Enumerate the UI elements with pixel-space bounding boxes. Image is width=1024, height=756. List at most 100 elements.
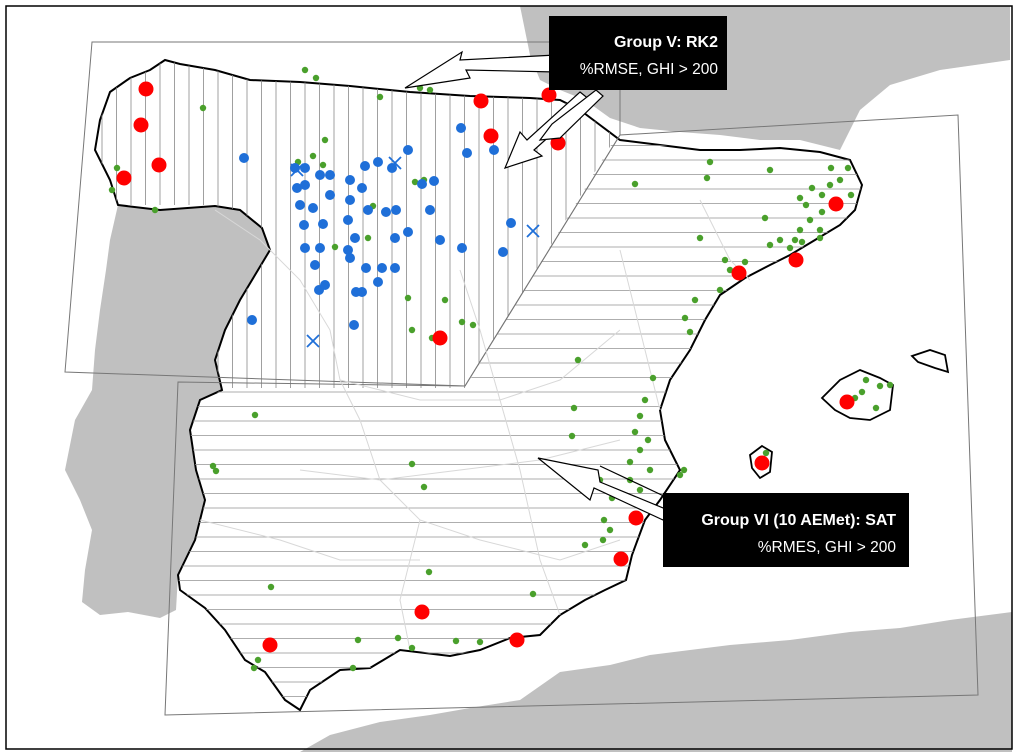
green-station-marker <box>408 644 416 652</box>
green-station-marker <box>808 184 816 192</box>
green-station-marker <box>570 404 578 412</box>
blue-station-marker <box>457 243 467 253</box>
green-station-marker <box>319 161 327 169</box>
green-station-marker <box>796 194 804 202</box>
green-station-marker <box>796 226 804 234</box>
green-station-marker <box>786 244 794 252</box>
blue-station-marker <box>325 170 335 180</box>
group-v-callout-metric: %RMSE, GHI > 200 <box>580 61 719 78</box>
blue-station-marker <box>292 183 302 193</box>
green-station-marker <box>681 314 689 322</box>
green-station-marker <box>816 234 824 242</box>
red-station-marker <box>550 135 566 151</box>
green-station-marker <box>636 486 644 494</box>
blue-station-marker <box>343 245 353 255</box>
green-station-marker <box>676 471 684 479</box>
blue-station-marker <box>381 207 391 217</box>
red-station-marker <box>731 265 747 281</box>
green-station-marker <box>441 296 449 304</box>
blue-station-marker <box>315 243 325 253</box>
red-station-marker <box>828 196 844 212</box>
blue-station-marker <box>363 205 373 215</box>
green-station-marker <box>199 104 207 112</box>
green-station-marker <box>847 191 855 199</box>
blue-station-marker <box>300 180 310 190</box>
green-station-marker <box>581 541 589 549</box>
blue-station-marker <box>390 233 400 243</box>
green-station-marker <box>108 186 116 194</box>
blue-station-marker <box>506 218 516 228</box>
blue-station-marker <box>350 233 360 243</box>
green-station-marker <box>696 234 704 242</box>
blue-station-marker <box>373 157 383 167</box>
blue-station-marker <box>315 170 325 180</box>
green-station-marker <box>529 590 537 598</box>
blue-station-marker <box>360 161 370 171</box>
red-station-marker <box>839 394 855 410</box>
green-station-marker <box>376 93 384 101</box>
red-station-marker <box>613 551 629 567</box>
blue-cross-station-marker <box>290 163 304 177</box>
green-station-marker <box>741 258 749 266</box>
green-station-marker <box>574 356 582 364</box>
green-station-marker <box>209 462 217 470</box>
province-borders <box>199 199 751 651</box>
blue-station-marker <box>345 175 355 185</box>
group-v-callout: Group V: RK2 %RMSE, GHI > 200 <box>549 16 727 90</box>
red-station-marker <box>473 93 489 109</box>
green-station-marker <box>644 436 652 444</box>
red-station-marker <box>628 510 644 526</box>
blue-station-marker <box>403 227 413 237</box>
green-station-marker <box>631 180 639 188</box>
green-station-marker <box>649 374 657 382</box>
green-station-marker <box>309 152 317 160</box>
green-station-marker <box>321 136 329 144</box>
green-station-marker <box>349 664 357 672</box>
green-station-marker <box>476 638 484 646</box>
blue-station-marker <box>456 123 466 133</box>
green-station-marker <box>721 256 729 264</box>
blue-station-marker <box>357 183 367 193</box>
green-station-marker <box>420 483 428 491</box>
blue-station-marker <box>377 263 387 273</box>
blue-station-marker <box>373 277 383 287</box>
group-v-callout-arrows <box>404 50 604 169</box>
red-station-marker <box>414 604 430 620</box>
blue-station-marker <box>425 205 435 215</box>
green-station-marker <box>691 296 699 304</box>
green-station-marker <box>766 241 774 249</box>
green-station-marker <box>458 318 466 326</box>
map-frame-border <box>5 5 1013 750</box>
green-station-marker <box>826 181 834 189</box>
blue-station-marker <box>390 263 400 273</box>
red-station-marker <box>262 637 278 653</box>
blue-station-marker <box>300 243 310 253</box>
green-station-marker <box>798 238 806 246</box>
green-station-marker <box>858 388 866 396</box>
blue-station-marker <box>320 280 330 290</box>
green-station-marker <box>408 326 416 334</box>
green-station-marker <box>254 656 262 664</box>
green-station-marker <box>606 526 614 534</box>
green-station-marker <box>872 404 880 412</box>
red-station-marker <box>541 87 557 103</box>
green-station-marker <box>113 164 121 172</box>
green-station-marker <box>703 174 711 182</box>
green-station-marker <box>766 166 774 174</box>
green-station-marker <box>599 536 607 544</box>
green-station-marker <box>818 191 826 199</box>
green-station-marker <box>641 396 649 404</box>
blue-station-marker <box>357 287 367 297</box>
blue-station-marker <box>345 195 355 205</box>
green-station-marker <box>776 236 784 244</box>
blue-station-marker <box>318 219 328 229</box>
africa-land <box>300 612 1012 752</box>
green-station-marker <box>408 460 416 468</box>
blue-station-marker <box>325 190 335 200</box>
green-station-marker <box>394 634 402 642</box>
blue-station-marker <box>361 263 371 273</box>
blue-cross-station-marker <box>388 156 402 170</box>
blue-station-marker <box>239 153 249 163</box>
